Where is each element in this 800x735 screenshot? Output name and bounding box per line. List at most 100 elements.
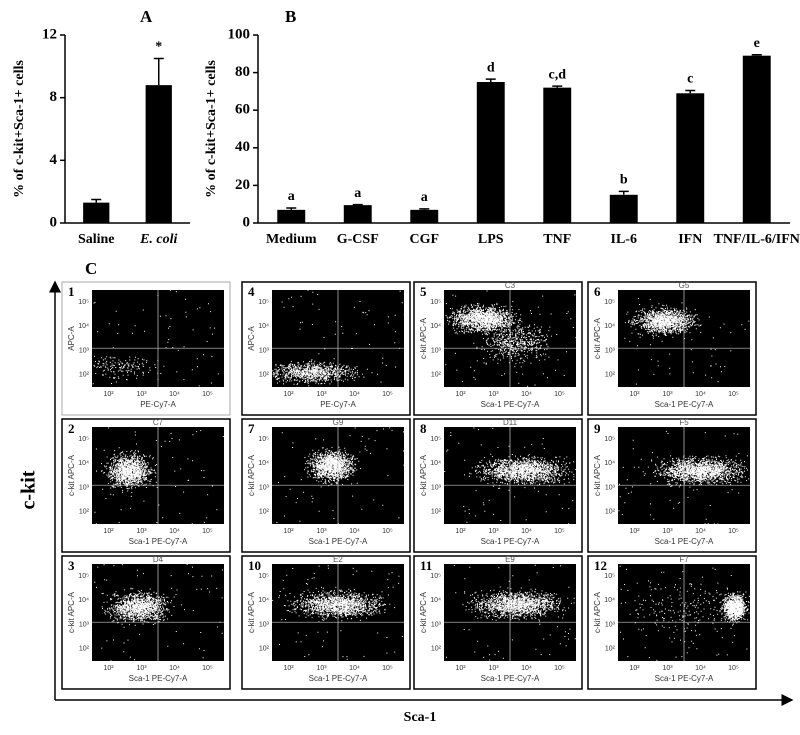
plot-title: D4 [153, 555, 164, 564]
plot-number: 8 [420, 421, 427, 436]
significance-label: d [487, 60, 495, 75]
x-tick-label: 10² [455, 528, 466, 535]
plot-title: D11 [503, 418, 518, 427]
x-tick-label: 10⁵ [382, 528, 393, 535]
x-tick-label: 10² [103, 528, 114, 535]
x-tick-label: 10³ [136, 665, 147, 672]
y-tick-label: 10³ [605, 347, 616, 354]
y-tick-label: 10² [79, 509, 90, 516]
plot-title: C7 [153, 418, 164, 427]
bar [742, 55, 771, 224]
plot-title: C3 [505, 281, 516, 290]
flow-plot: 10² 10² 10³ 10³ 10⁴ 10⁴ 10⁵ 10⁵ Sca-1 PE-Cy7-A c-… [61, 555, 231, 690]
x-tick-label: 10⁴ [521, 391, 532, 398]
plot-number: 12 [594, 558, 607, 573]
x-tick-label: 10⁵ [202, 391, 213, 398]
y-tick-label: 10² [259, 509, 270, 516]
x-tick-label: 10⁵ [728, 391, 739, 398]
panel-label: A [140, 7, 153, 26]
plot-number: 7 [248, 421, 255, 436]
plot-number: 5 [420, 284, 427, 299]
plot-title: E2 [333, 555, 343, 564]
flow-plot: 10² 10² 10³ 10³ 10⁴ 10⁴ 10⁵ 10⁵ Sca-1 PE-Cy7-A c-… [413, 418, 583, 553]
x-tick-label: IFN [678, 232, 702, 247]
y-tick-label: 4 [50, 152, 58, 168]
error-bar [419, 208, 430, 210]
error-bar [485, 78, 496, 82]
x-axis-label: PE-Cy7-A [320, 400, 356, 409]
plot-number: 10 [248, 558, 261, 573]
significance-label: a [288, 189, 295, 204]
y-tick-label: 10³ [259, 347, 270, 354]
plot-number: 9 [594, 421, 601, 436]
x-axis-label: Sca-1 PE-Cy7-A [655, 400, 714, 409]
y-tick-label: 12 [42, 26, 57, 42]
y-tick-label: 10² [431, 372, 442, 379]
x-tick-label: 10⁴ [521, 665, 532, 672]
y-tick-label: 10⁵ [430, 299, 441, 306]
x-tick-label: 10² [629, 391, 640, 398]
bar [410, 209, 439, 223]
x-tick-label: 10² [283, 528, 294, 535]
events [94, 564, 223, 662]
y-axis-label: c-kit APC-A [419, 317, 428, 359]
panel-label: B [285, 7, 296, 26]
x-tick-label: 10² [455, 391, 466, 398]
y-tick-label: 10⁴ [258, 460, 269, 467]
y-tick-label: 10² [259, 372, 270, 379]
x-tick-label: E. coli [139, 232, 177, 247]
bar [145, 85, 172, 223]
bar [277, 209, 306, 223]
y-tick-label: 10⁴ [258, 597, 269, 604]
error-bar [751, 53, 762, 56]
x-tick-label: 10² [283, 665, 294, 672]
y-tick-label: 10³ [79, 484, 90, 491]
x-tick-label: 10³ [488, 391, 499, 398]
x-tick-label: 10³ [488, 665, 499, 672]
y-tick-label: 10³ [431, 347, 442, 354]
x-tick-label: 10⁵ [202, 528, 213, 535]
x-axis-label: Sca-1 PE-Cy7-A [129, 674, 188, 683]
y-tick-label: 10² [431, 509, 442, 516]
x-tick-label: 10⁴ [169, 528, 180, 535]
y-tick-label: 60 [235, 102, 250, 118]
y-tick-label: 10³ [79, 621, 90, 628]
x-tick-label: TNF/IL-6/IFN [714, 232, 800, 247]
significance-label: b [620, 173, 628, 188]
flow-plot: 10² 10² 10³ 10³ 10⁴ 10⁴ 10⁵ 10⁵ PE-Cy7-A APC-A 1 [61, 281, 231, 416]
plot-title: G5 [679, 281, 690, 290]
y-axis-title: c-kit [18, 470, 40, 509]
y-tick-label: 10³ [431, 621, 442, 628]
plot-number: 11 [420, 558, 432, 573]
error-bar [618, 190, 629, 195]
significance-label: c [687, 72, 693, 87]
events [272, 289, 405, 387]
error-bar [153, 57, 164, 86]
plot-number: 3 [68, 558, 75, 573]
y-tick-label: 10⁴ [430, 597, 441, 604]
y-tick-label: 0 [243, 214, 251, 230]
x-tick-label: 10² [283, 391, 294, 398]
flow-plot: 10² 10² 10³ 10³ 10⁴ 10⁴ 10⁵ 10⁵ Sca-1 PE-Cy7-A c-… [241, 418, 411, 553]
x-tick-label: 10³ [662, 665, 673, 672]
y-tick-label: 10⁴ [604, 597, 615, 604]
x-tick-label: 10² [455, 665, 466, 672]
y-tick-label: 0 [50, 214, 58, 230]
y-tick-label: 10⁵ [604, 573, 615, 580]
x-tick-label: 10⁵ [554, 528, 565, 535]
y-tick-label: 10³ [431, 484, 442, 491]
y-axis-label: c-kit APC-A [593, 591, 602, 633]
y-tick-label: 10⁴ [78, 460, 89, 467]
y-tick-label: 80 [235, 64, 250, 80]
x-axis-label: Sca-1 PE-Cy7-A [309, 674, 368, 683]
x-tick-label: 10² [103, 665, 114, 672]
x-tick-label: CGF [409, 232, 439, 247]
events [445, 290, 577, 387]
error-bar [552, 85, 563, 88]
y-axis-label: c-kit APC-A [593, 454, 602, 496]
events [446, 564, 576, 661]
y-axis-label: APC-A [247, 326, 256, 351]
significance-label: * [155, 40, 162, 55]
flow-plot: 10² 10² 10³ 10³ 10⁴ 10⁴ 10⁵ 10⁵ Sca-1 PE-Cy7-A c-… [61, 418, 231, 553]
